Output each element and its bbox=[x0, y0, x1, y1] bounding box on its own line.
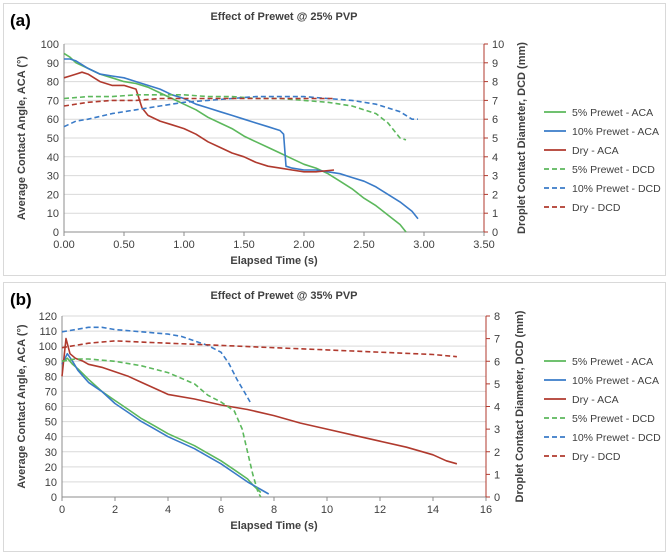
y-tick-label: 40 bbox=[45, 432, 57, 444]
series-line-10-prewet-dcd bbox=[63, 95, 418, 128]
y-tick-label: 110 bbox=[39, 326, 57, 338]
chart-title: Effect of Prewet @ 35% PVP bbox=[210, 290, 357, 302]
y2-tick-label: 1 bbox=[494, 469, 500, 481]
legend-label-5-prewet-aca: 5% Prewet - ACA bbox=[572, 107, 653, 119]
series-line-dry-aca bbox=[61, 337, 458, 465]
y2-tick-label: 0 bbox=[492, 227, 498, 239]
series-line-10-prewet-aca bbox=[61, 352, 270, 495]
y2-tick-label: 4 bbox=[494, 402, 500, 414]
legend-label-dry-aca: Dry - ACA bbox=[572, 394, 619, 406]
y2-tick-label: 7 bbox=[492, 95, 498, 107]
y-tick-label: 10 bbox=[45, 477, 57, 489]
y-tick-label: 40 bbox=[47, 152, 59, 164]
x-tick-label: 0.50 bbox=[113, 239, 134, 251]
legend-label-5-prewet-dcd: 5% Prewet - DCD bbox=[572, 413, 655, 425]
x-tick-label: 4 bbox=[165, 504, 171, 516]
y2-tick-label: 3 bbox=[494, 424, 500, 436]
x-tick-label: 2 bbox=[112, 504, 118, 516]
x-tick-label: 1.00 bbox=[173, 239, 194, 251]
y2-axis-label: Droplet Contact Diameter, DCD (mm) bbox=[516, 42, 528, 234]
y2-tick-label: 7 bbox=[494, 334, 500, 346]
y2-tick-label: 4 bbox=[492, 152, 498, 164]
x-axis-label: Elapsed Time (s) bbox=[230, 520, 318, 532]
y-tick-label: 70 bbox=[45, 386, 57, 398]
series-line-5-prewet-aca bbox=[63, 52, 407, 233]
legend-label-10-prewet-aca: 10% Prewet - ACA bbox=[572, 126, 659, 138]
x-tick-label: 1.50 bbox=[233, 239, 254, 251]
series-line-5-prewet-aca bbox=[61, 357, 262, 494]
y2-tick-label: 9 bbox=[492, 58, 498, 70]
chart-a-svg: 0.00 0.50 1.00 1.50 2.00 2.50 3.00 3.5001020304… bbox=[10, 11, 661, 267]
y-tick-label: 70 bbox=[47, 95, 59, 107]
y2-tick-label: 3 bbox=[492, 171, 498, 183]
y-tick-label: 30 bbox=[47, 171, 59, 183]
y2-tick-label: 5 bbox=[492, 133, 498, 145]
x-tick-label: 0 bbox=[59, 504, 65, 516]
y2-tick-label: 6 bbox=[492, 114, 498, 126]
x-tick-label: 8 bbox=[271, 504, 277, 516]
x-tick-label: 2.00 bbox=[293, 239, 314, 251]
y-tick-label: 60 bbox=[47, 114, 59, 126]
panel-label: (a) bbox=[10, 11, 31, 30]
y-tick-label: 100 bbox=[39, 341, 57, 353]
y2-tick-label: 1 bbox=[492, 208, 498, 220]
y2-tick-label: 8 bbox=[492, 77, 498, 89]
chart-panel-b: 0 2 4 6 8 10 12 14 16 0 10 20 30 40 50 60 70 80 90 100 110 12… bbox=[3, 282, 666, 552]
y-tick-label: 30 bbox=[45, 447, 57, 459]
x-axis-label: Elapsed Time (s) bbox=[230, 255, 318, 267]
y-tick-label: 0 bbox=[53, 227, 59, 239]
x-tick-label: 3.00 bbox=[413, 239, 434, 251]
chart-panel-a: 0.00 0.50 1.00 1.50 2.00 2.50 3.00 3.50 0 10 20 30 4… bbox=[3, 3, 666, 276]
y2-tick-label: 6 bbox=[494, 356, 500, 368]
x-tick-label: 2.50 bbox=[353, 239, 374, 251]
series-line-dry-aca bbox=[63, 71, 335, 173]
series-line-dry-dcd bbox=[61, 340, 457, 358]
legend-label-10-prewet-dcd: 10% Prewet - DCD bbox=[572, 432, 661, 444]
legend-label-5-prewet-aca: 5% Prewet - ACA bbox=[572, 356, 653, 368]
x-tick-label: 3.50 bbox=[473, 239, 494, 251]
chart-title: Effect of Prewet @ 25% PVP bbox=[210, 11, 357, 23]
series-line-10-prewet-aca bbox=[64, 58, 419, 220]
y-tick-label: 50 bbox=[45, 417, 57, 429]
y-tick-label: 0 bbox=[51, 492, 57, 504]
series-line-10-prewet-dcd bbox=[61, 326, 251, 403]
y-tick-label: 80 bbox=[45, 371, 57, 383]
y-axis-label: Average Contact Angle, ACA (°) bbox=[16, 324, 28, 488]
legend-label-dry-dcd: Dry - DCD bbox=[572, 202, 621, 214]
y-tick-label: 60 bbox=[45, 402, 57, 414]
y-tick-label: 10 bbox=[47, 208, 59, 220]
y-tick-label: 90 bbox=[45, 356, 57, 368]
x-tick-label: 12 bbox=[374, 504, 386, 516]
y-tick-label: 100 bbox=[41, 39, 59, 51]
y2-tick-label: 2 bbox=[494, 447, 500, 459]
series-line-5-prewet-dcd bbox=[61, 358, 262, 498]
y-tick-label: 120 bbox=[39, 311, 57, 323]
y2-tick-label: 0 bbox=[494, 492, 500, 504]
legend-label-dry-dcd: Dry - DCD bbox=[572, 451, 621, 463]
y2-tick-label: 8 bbox=[494, 311, 500, 323]
chart-b-svg: 0 2 4 6 8 10 12 14 16010203040506070809010011012… bbox=[10, 290, 661, 532]
y-tick-label: 80 bbox=[47, 77, 59, 89]
series-line-5-prewet-dcd bbox=[63, 94, 407, 141]
y-tick-label: 50 bbox=[47, 133, 59, 145]
x-tick-label: 16 bbox=[480, 504, 492, 516]
y2-tick-label: 2 bbox=[492, 189, 498, 201]
y-tick-label: 90 bbox=[47, 58, 59, 70]
legend-label-10-prewet-dcd: 10% Prewet - DCD bbox=[572, 183, 661, 195]
y-axis-label: Average Contact Angle, ACA (°) bbox=[16, 56, 28, 220]
y2-tick-label: 10 bbox=[492, 39, 504, 51]
y-tick-label: 20 bbox=[45, 462, 57, 474]
legend-label-dry-aca: Dry - ACA bbox=[572, 145, 619, 157]
series-line-dry-dcd bbox=[63, 97, 334, 107]
y2-axis-label: Droplet Contact Diameter, DCD (mm) bbox=[514, 310, 526, 502]
x-tick-label: 0.00 bbox=[53, 239, 74, 251]
y2-tick-label: 5 bbox=[494, 379, 500, 391]
panel-label: (b) bbox=[10, 290, 32, 309]
x-tick-label: 10 bbox=[321, 504, 333, 516]
x-tick-label: 6 bbox=[218, 504, 224, 516]
legend-label-10-prewet-aca: 10% Prewet - ACA bbox=[572, 375, 659, 387]
legend-label-5-prewet-dcd: 5% Prewet - DCD bbox=[572, 164, 655, 176]
y-tick-label: 20 bbox=[47, 189, 59, 201]
x-tick-label: 14 bbox=[427, 504, 439, 516]
